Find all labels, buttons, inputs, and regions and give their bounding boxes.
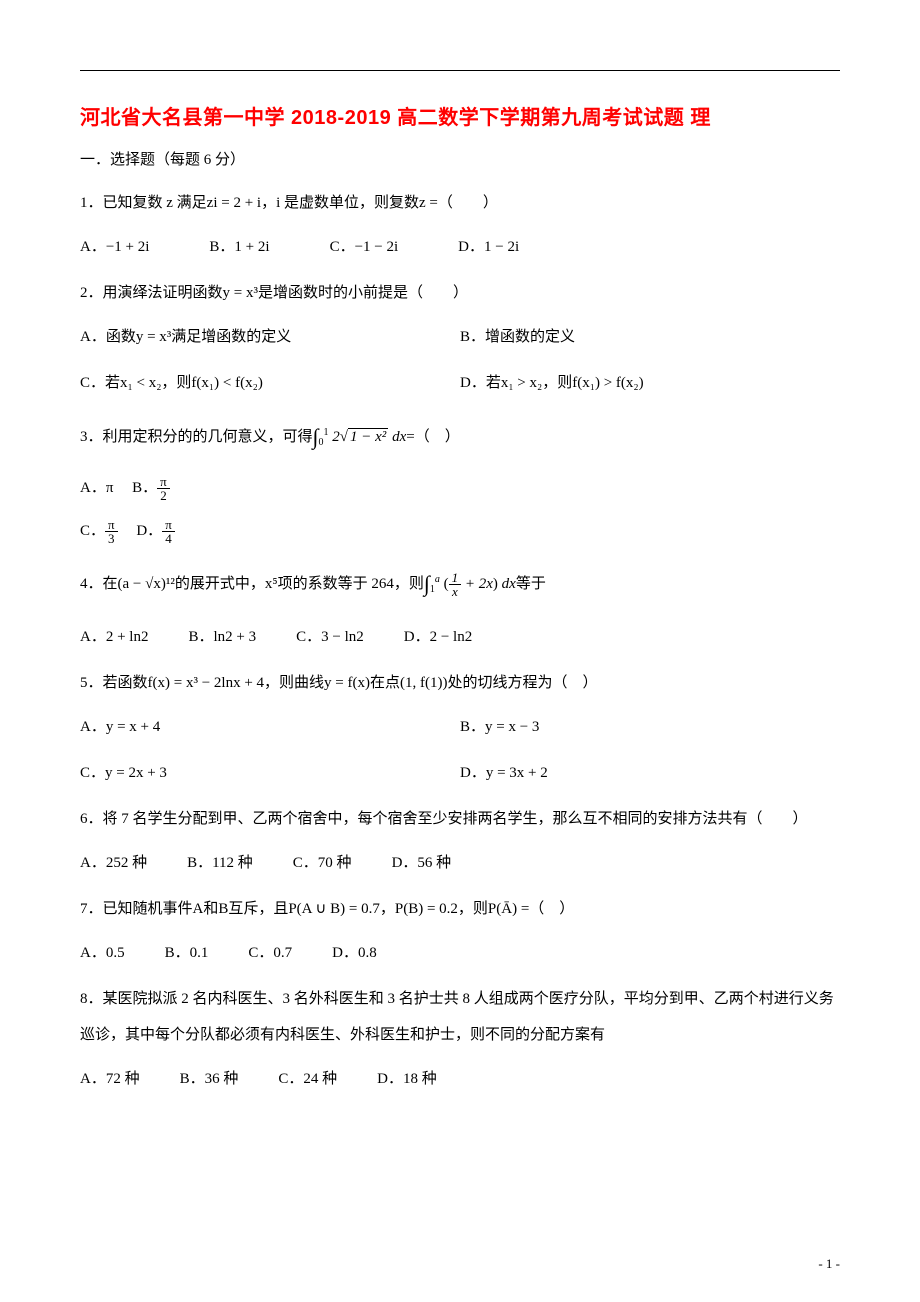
- q2-stem: 2．用演绎法证明函数y = x³是增函数时的小前提是（ ）: [80, 275, 840, 311]
- q3-opt-c-pre: C．: [80, 523, 105, 539]
- q7-opt-d: D．0.8: [332, 935, 377, 971]
- q2-opt-b: B．增函数的定义: [460, 319, 840, 355]
- q1-opt-a: A．−1 + 2i: [80, 229, 149, 265]
- q5-options-ab: A．y = x + 4 B．y = x − 3: [80, 709, 840, 745]
- q1-options: A．−1 + 2i B．1 + 2i C．−1 − 2i D．1 − 2i: [80, 229, 840, 265]
- q3-opt-b-pre: B．: [132, 480, 157, 496]
- q3-int-lower: 0: [319, 437, 324, 448]
- q1-opt-d: D．1 − 2i: [458, 229, 519, 265]
- q8-opt-a: A．72 种: [80, 1061, 140, 1097]
- q4-opt-b: B．ln2 + 3: [188, 619, 256, 655]
- q6-options: A．252 种 B．112 种 C．70 种 D．56 种: [80, 845, 840, 881]
- q4-stem-post: 等于: [516, 576, 546, 592]
- q3-int-sqrt: 1 − x²: [348, 428, 388, 445]
- q3-int-upper: 1: [324, 427, 329, 438]
- q4-plus: + 2x: [461, 576, 493, 592]
- q8-stem: 8．某医院拟派 2 名内科医生、3 名外科医生和 3 名护士共 8 人组成两个医…: [80, 981, 840, 1053]
- q1-stem: 1．已知复数 z 满足zi = 2 + i，i 是虚数单位，则复数z =（ ）: [80, 185, 840, 221]
- q6-opt-d: D．56 种: [392, 845, 452, 881]
- q6-opt-b: B．112 种: [187, 845, 253, 881]
- q7-options: A．0.5 B．0.1 C．0.7 D．0.8: [80, 935, 840, 971]
- exam-page: 河北省大名县第一中学 2018-2019 高二数学下学期第九周考试试题 理 一．…: [0, 0, 920, 1302]
- q1-opt-b: B．1 + 2i: [209, 229, 269, 265]
- q3-options-cd: C．π3 D．π4: [80, 515, 840, 548]
- q2-opt-a: A．函数y = x³满足增函数的定义: [80, 319, 460, 355]
- q3-b-num: π: [157, 475, 170, 489]
- q6-opt-c: C．70 种: [293, 845, 352, 881]
- q2-options-cd: C．若x₁ < x₂，则f(x₁) < f(x₂) D．若x₁ > x₂，则f(…: [80, 365, 840, 401]
- q4-frac-den: x: [449, 585, 462, 598]
- q5-stem: 5．若函数f(x) = x³ − 2lnx + 4，则曲线y = f(x)在点(…: [80, 665, 840, 701]
- q5-opt-a: A．y = x + 4: [80, 709, 460, 745]
- q6-stem: 6．将 7 名学生分配到甲、乙两个宿舍中，每个宿舍至少安排两名学生，那么互不相同…: [80, 801, 840, 837]
- q4-int-upper: a: [435, 574, 440, 585]
- q4-frac-num: 1: [449, 571, 462, 585]
- q4-opt-a: A．2 + ln2: [80, 619, 148, 655]
- q5-opt-c: C．y = 2x + 3: [80, 755, 460, 791]
- q3-options-ab: A．π B．π2: [80, 472, 840, 505]
- q4-stem-pre: 4．在(a − √x)¹²的展开式中，x⁵项的系数等于 264，则: [80, 576, 424, 592]
- q3-d-num: π: [162, 518, 175, 532]
- q3-opt-a: A．π: [80, 480, 113, 496]
- q7-stem: 7．已知随机事件A和B互斥，且P(A ∪ B) = 0.7，P(B) = 0.2…: [80, 891, 840, 927]
- q8-opt-b: B．36 种: [180, 1061, 239, 1097]
- q2-options-ab: A．函数y = x³满足增函数的定义 B．增函数的定义: [80, 319, 840, 355]
- q3-c-num: π: [105, 518, 118, 532]
- q7-opt-b: B．0.1: [165, 935, 209, 971]
- q5-opt-b: B．y = x − 3: [460, 709, 840, 745]
- q8-opt-c: C．24 种: [278, 1061, 337, 1097]
- q4-int-lower: 1: [430, 584, 435, 595]
- q4-stem: 4．在(a − √x)¹²的展开式中，x⁵项的系数等于 264，则∫1a (1x…: [80, 558, 840, 611]
- exam-title: 河北省大名县第一中学 2018-2019 高二数学下学期第九周考试试题 理: [80, 101, 840, 130]
- q3-b-den: 2: [157, 489, 170, 502]
- q8-opt-d: D．18 种: [377, 1061, 437, 1097]
- q8-options: A．72 种 B．36 种 C．24 种 D．18 种: [80, 1061, 840, 1097]
- q7-opt-a: A．0.5: [80, 935, 125, 971]
- q4-options: A．2 + ln2 B．ln2 + 3 C．3 − ln2 D．2 − ln2: [80, 619, 840, 655]
- q5-options-cd: C．y = 2x + 3 D．y = 3x + 2: [80, 755, 840, 791]
- q2-opt-d: D．若x₁ > x₂，则f(x₁) > f(x₂): [460, 365, 840, 401]
- q6-opt-a: A．252 种: [80, 845, 147, 881]
- q4-opt-c: C．3 − ln2: [296, 619, 364, 655]
- q3-int-post: dx: [388, 429, 406, 445]
- q3-opt-d-pre: D．: [136, 523, 162, 539]
- q3-c-den: 3: [105, 532, 118, 545]
- q4-dx: dx: [498, 576, 516, 592]
- q2-opt-c: C．若x₁ < x₂，则f(x₁) < f(x₂): [80, 365, 460, 401]
- q3-stem-post: =（ ）: [406, 429, 459, 445]
- q3-stem: 3．利用定积分的的几何意义，可得∫01 2√1 − x² dx=（ ）: [80, 411, 840, 464]
- q3-stem-pre: 3．利用定积分的的几何意义，可得: [80, 429, 313, 445]
- page-number: - 1 -: [818, 1256, 840, 1272]
- section-heading: 一．选择题（每题 6 分）: [80, 148, 840, 169]
- q3-d-den: 4: [162, 532, 175, 545]
- q7-opt-c: C．0.7: [248, 935, 292, 971]
- q4-opt-d: D．2 − ln2: [404, 619, 472, 655]
- q5-opt-d: D．y = 3x + 2: [460, 755, 840, 791]
- top-divider: [80, 70, 840, 71]
- q3-int-pre: 2: [332, 429, 340, 445]
- q1-opt-c: C．−1 − 2i: [330, 229, 399, 265]
